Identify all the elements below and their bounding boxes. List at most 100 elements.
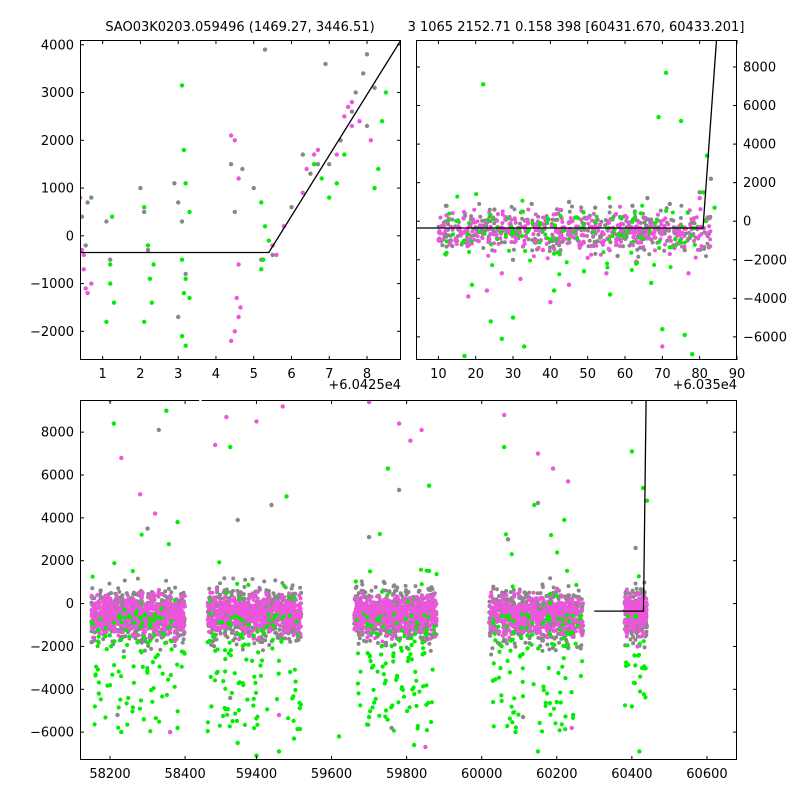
band-point-magenta: [282, 627, 287, 632]
band-point-grey: [678, 216, 683, 220]
band-point-magenta: [494, 232, 499, 237]
band-point-magenta: [495, 218, 500, 223]
band-point-grey: [149, 646, 154, 651]
band-point-green: [566, 237, 571, 242]
band-point-green: [160, 671, 165, 676]
band-point-green: [395, 673, 400, 678]
band-point-magenta: [632, 232, 637, 237]
band-point-magenta: [536, 245, 541, 250]
band-point-grey: [487, 207, 492, 212]
band-point-magenta: [156, 594, 161, 599]
band-point-green: [510, 232, 515, 237]
band-point-green: [246, 642, 251, 647]
data-point-magenta: [345, 104, 351, 110]
band-point-green: [526, 227, 531, 232]
band-point-grey: [641, 230, 646, 235]
band-point-green: [451, 232, 455, 237]
band-point-green: [116, 705, 121, 710]
band-point-magenta: [250, 618, 255, 623]
band-point-grey: [229, 630, 234, 635]
band-point-green: [172, 598, 177, 603]
band-point-magenta: [386, 625, 391, 630]
band-point-grey: [570, 204, 574, 209]
data-point-green: [488, 319, 493, 324]
band-point-magenta: [552, 247, 557, 252]
band-point-grey: [557, 640, 562, 645]
band-point-green: [485, 217, 490, 222]
band-point-green: [530, 221, 535, 226]
band-point-green: [169, 619, 174, 624]
band-point-magenta: [478, 223, 482, 228]
band-point-green: [378, 614, 383, 619]
band-point-green: [228, 623, 233, 628]
band-point-green: [167, 625, 172, 630]
band-point-magenta: [474, 230, 479, 235]
band-point-magenta: [486, 253, 491, 258]
band-point-magenta: [365, 635, 370, 640]
band-point-magenta: [136, 622, 141, 626]
data-point-magenta: [484, 288, 490, 293]
band-point-magenta: [106, 602, 111, 606]
band-point-green: [169, 647, 174, 652]
band-point-grey: [576, 588, 581, 593]
band-point-grey: [117, 589, 122, 594]
band-point-magenta: [174, 606, 178, 611]
band-point-green: [469, 239, 474, 244]
band-point-grey: [207, 586, 212, 591]
band-point-grey: [669, 217, 674, 222]
band-point-magenta: [659, 222, 664, 227]
band-point-green: [222, 648, 228, 653]
data-point-green: [581, 269, 587, 274]
band-point-green: [528, 258, 533, 263]
band-point-grey: [658, 208, 663, 213]
band-point-magenta: [513, 236, 518, 241]
band-point-green: [385, 593, 390, 598]
band-point-magenta: [387, 604, 392, 609]
band-point-magenta: [353, 595, 358, 600]
data-point-green: [607, 292, 613, 297]
band-point-green: [253, 690, 259, 696]
band-point-magenta: [215, 587, 220, 592]
band-point-grey: [298, 585, 303, 590]
band-point-magenta: [179, 594, 184, 599]
band-point-green: [298, 702, 303, 707]
band-point-magenta: [682, 245, 687, 249]
band-point-grey: [603, 223, 608, 228]
band-point-green: [549, 237, 554, 242]
band-point-green: [557, 252, 562, 257]
data-point-green: [678, 118, 684, 124]
band-point-grey: [554, 635, 559, 640]
band-point-magenta: [436, 237, 441, 242]
band-point-green: [160, 631, 165, 636]
band-point-green: [424, 728, 429, 733]
band-point-magenta: [374, 606, 379, 610]
band-point-magenta: [104, 598, 109, 603]
band-point-green: [371, 687, 376, 693]
band-point-green: [245, 697, 250, 702]
band-point-green: [396, 700, 401, 705]
band-point-magenta: [112, 627, 117, 632]
data-point-green: [462, 353, 467, 359]
band-point-green: [158, 606, 164, 611]
data-point-green: [469, 282, 475, 287]
band-point-magenta: [434, 612, 439, 617]
band-point-magenta: [352, 610, 357, 615]
band-point-magenta: [215, 614, 220, 619]
band-point-green: [622, 233, 627, 238]
band-point-green: [364, 722, 370, 727]
band-point-grey: [662, 231, 667, 236]
band-point-magenta: [90, 607, 95, 612]
band-point-green: [150, 699, 155, 704]
band-point-grey: [290, 583, 295, 588]
band-point-magenta: [116, 608, 121, 613]
band-point-magenta: [509, 217, 514, 222]
data-point-green: [522, 344, 527, 349]
band-point-green: [632, 211, 637, 215]
band-point-grey: [470, 234, 474, 239]
panel-bottom: 58200 58400 59400 59600 59800 60000 60200 60400…: [30, 398, 737, 782]
band-point-grey: [404, 588, 409, 593]
band-point-grey: [373, 585, 378, 590]
band-point-green: [423, 631, 429, 636]
band-point-magenta: [143, 629, 148, 634]
band-point-magenta: [248, 612, 252, 617]
